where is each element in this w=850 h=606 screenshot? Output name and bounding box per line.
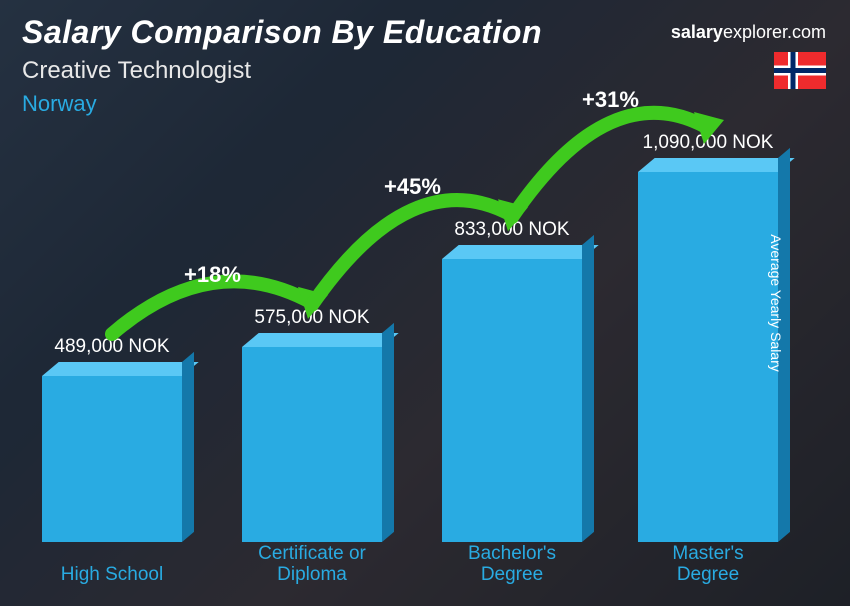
- brand-label: salaryexplorer.com: [671, 22, 826, 43]
- norway-flag-icon: [774, 52, 826, 89]
- percent-increase-label: +18%: [184, 262, 241, 288]
- percent-increase-label: +45%: [384, 174, 441, 200]
- header: Salary Comparison By Education Creative …: [22, 14, 542, 117]
- country-label: Norway: [22, 91, 542, 117]
- increase-arrow-2: [20, 58, 810, 588]
- y-axis-label: Average Yearly Salary: [767, 234, 783, 372]
- job-title: Creative Technologist: [22, 57, 542, 85]
- bar-chart: 489,000 NOKHigh School575,000 NOKCertifi…: [20, 58, 810, 588]
- page-title: Salary Comparison By Education: [22, 14, 542, 51]
- brand-rest: explorer.com: [723, 22, 826, 42]
- percent-increase-label: +31%: [582, 87, 639, 113]
- brand-bold: salary: [671, 22, 723, 42]
